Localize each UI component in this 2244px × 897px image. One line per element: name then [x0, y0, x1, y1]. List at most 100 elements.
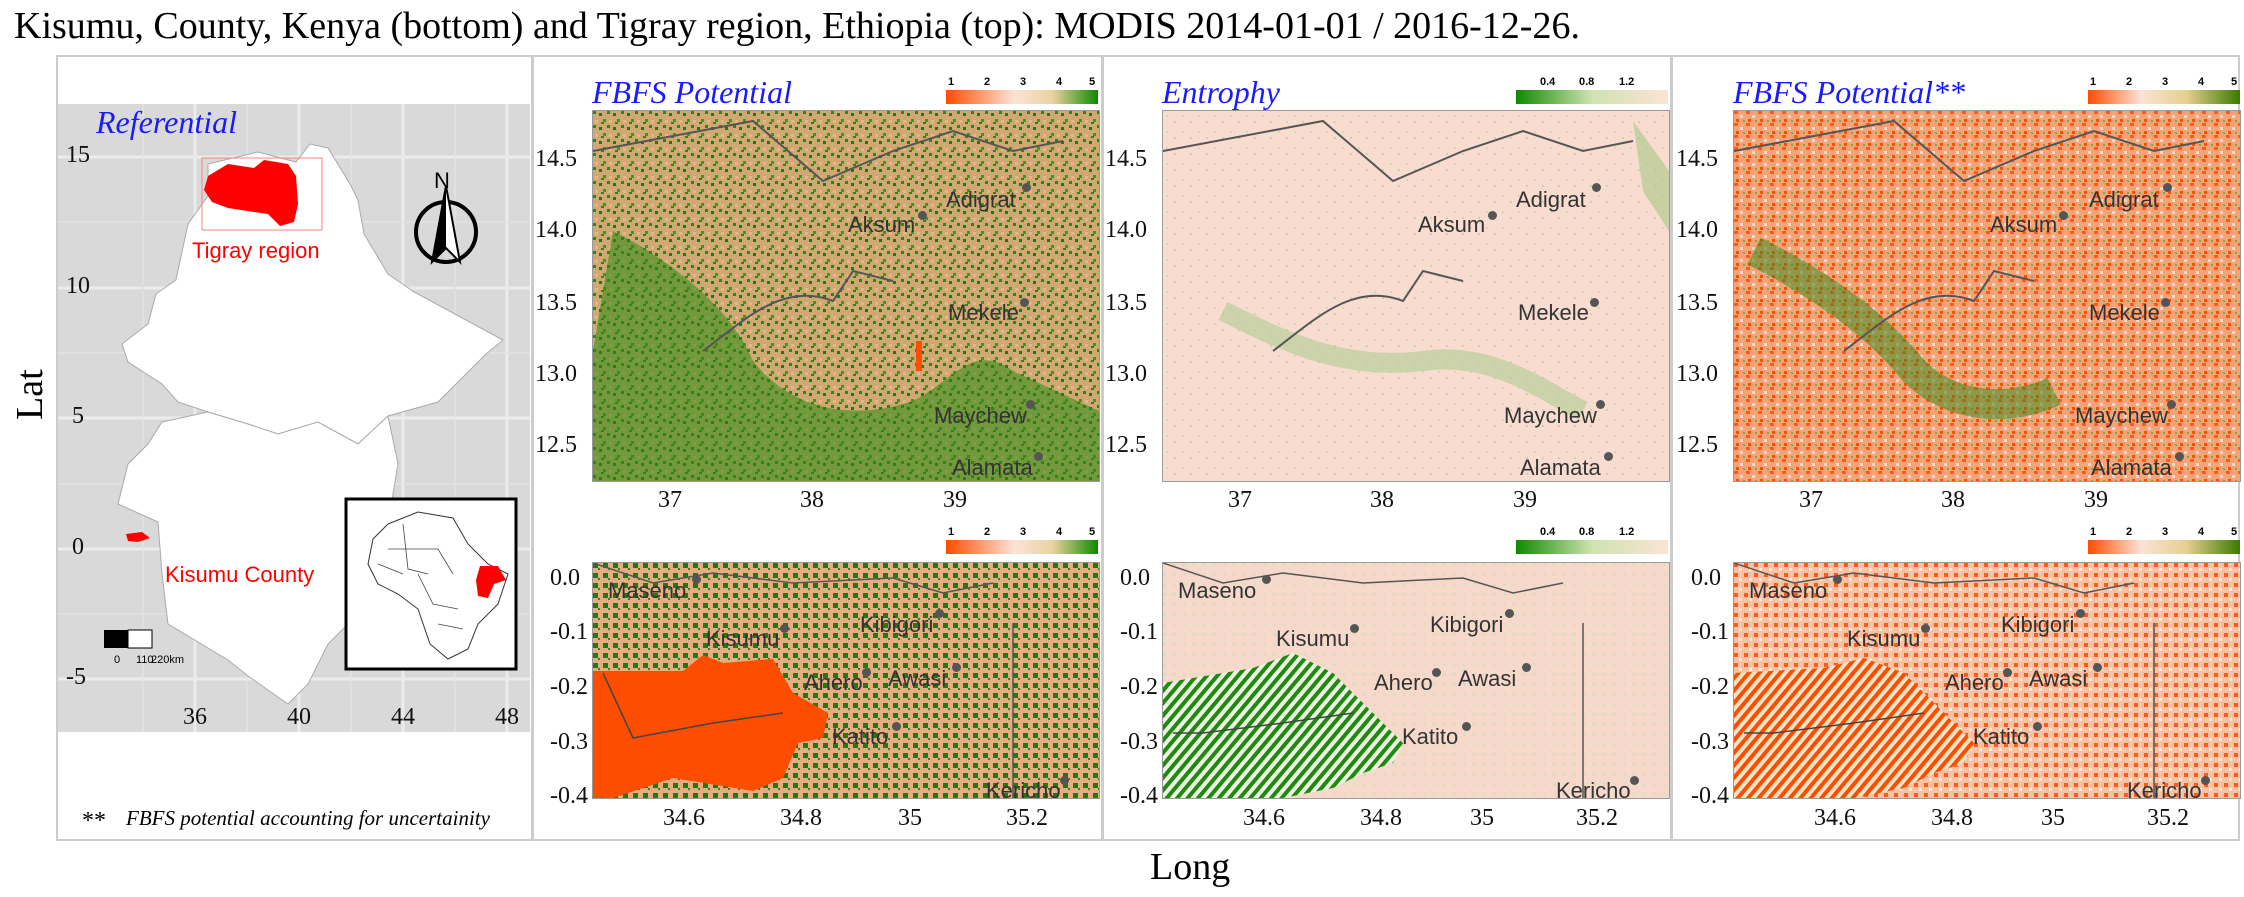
map-kisumu-fbfs2: [1733, 562, 2241, 799]
tigray-y-tick: 12.5: [1676, 432, 1718, 458]
legend-label: 3: [1020, 526, 1027, 538]
city-dot: [1592, 183, 1601, 192]
tigray-y-tick: 13.5: [1105, 290, 1147, 316]
page-title: Kisumu, County, Kenya (bottom) and Tigra…: [14, 5, 1580, 47]
legend-label: 5: [2231, 526, 2238, 538]
city-dot: [2033, 722, 2042, 731]
city-awasi: Awasi: [2029, 666, 2088, 691]
kisumu-x-tick: 35.2: [1576, 805, 1618, 831]
city-maseno: Maseno: [1178, 578, 1257, 603]
tigray-x-tick: 37: [1799, 487, 1823, 513]
city-kericho: Kericho: [1556, 778, 1631, 803]
map-tigray-fbfs: [592, 110, 1100, 482]
city-dot: [1630, 776, 1639, 785]
kisumu-y-tick: -0.2: [1691, 674, 1729, 700]
column-separator: [1101, 55, 1104, 841]
city-kisumu: Kisumu: [706, 626, 780, 651]
legend-label: 1: [2090, 76, 2097, 88]
city-ahero: Ahero: [804, 670, 863, 695]
city-awasi: Awasi: [888, 666, 947, 691]
city-aksum: Aksum: [1418, 212, 1486, 237]
legend-label: 2: [984, 526, 991, 538]
city-kibigori: Kibigori: [860, 612, 934, 637]
city-dot: [2093, 663, 2102, 672]
north-arrow-icon: [414, 185, 478, 265]
kisumu-y-tick: -0.1: [550, 619, 588, 645]
city-dot: [2059, 211, 2068, 220]
city-alamata: Alamata: [952, 455, 1033, 480]
tigray-y-tick: 12.5: [535, 432, 577, 458]
legend-label: 1: [2090, 526, 2097, 538]
tigray-y-tick: 14.0: [1676, 217, 1718, 243]
city-dot: [1020, 298, 1029, 307]
city-alamata: Alamata: [1520, 455, 1601, 480]
referential-map: Referential Tigray region Kisumu County …: [58, 104, 530, 732]
city-kericho: Kericho: [986, 778, 1061, 803]
kisumu-x-tick: 35: [2041, 805, 2065, 831]
legend-label: 2: [2126, 526, 2133, 538]
city-maychew: Maychew: [1504, 403, 1597, 428]
legend-label: 2: [2126, 76, 2133, 88]
tigray-x-tick: 37: [1228, 487, 1252, 513]
city-maseno: Maseno: [1749, 578, 1828, 603]
tigray-y-tick: 13.0: [535, 361, 577, 387]
legend-label: 4: [2198, 526, 2205, 538]
city-dot: [1604, 452, 1613, 461]
ref-x-tick: 40: [287, 704, 311, 730]
city-dot: [2175, 452, 2184, 461]
city-adigrat: Adigrat: [946, 187, 1016, 212]
city-dot: [780, 624, 789, 633]
legend-label: 3: [2162, 526, 2169, 538]
city-dot: [892, 722, 901, 731]
column-separator: [1670, 55, 1673, 841]
tigray-x-tick: 38: [1941, 487, 1965, 513]
legend-label: 5: [1089, 526, 1096, 538]
tigray-x-tick: 39: [2084, 487, 2108, 513]
y-axis-label: Lat: [9, 369, 51, 420]
city-maychew: Maychew: [2075, 403, 2168, 428]
scale-label-110: 110: [136, 654, 154, 666]
legend-label: 4: [1056, 526, 1063, 538]
city-dot: [692, 575, 701, 584]
city-katito: Katito: [832, 724, 889, 749]
legend-label: 4: [2198, 76, 2205, 88]
city-dot: [1505, 609, 1514, 618]
ref-x-tick: 36: [183, 704, 207, 730]
city-dot: [1921, 624, 1930, 633]
city-dot: [1488, 211, 1497, 220]
city-ahero: Ahero: [1945, 670, 2004, 695]
kisumu-y-tick: -0.4: [550, 783, 588, 809]
panel-title-fbfs2: FBFS Potential**: [1733, 74, 1965, 110]
kisumu-y-tick: -0.4: [1691, 783, 1729, 809]
city-dot: [1462, 722, 1471, 731]
tigray-y-tick: 13.5: [535, 290, 577, 316]
city-katito: Katito: [1973, 724, 2030, 749]
kisumu-label: Kisumu County: [165, 562, 315, 587]
legend-label: 0.4: [1540, 526, 1556, 538]
legend-label: 0.8: [1579, 76, 1595, 88]
city-dot: [952, 663, 961, 672]
city-maychew: Maychew: [934, 403, 1027, 428]
city-katito: Katito: [1402, 724, 1459, 749]
kisumu-y-tick: 0.0: [1691, 565, 1721, 591]
ref-y-tick: 0: [72, 534, 84, 560]
tigray-x-tick: 38: [1370, 487, 1394, 513]
city-alamata: Alamata: [2091, 455, 2172, 480]
kisumu-y-tick: -0.3: [550, 729, 588, 755]
legend-label: 1: [948, 526, 955, 538]
north-label: N: [434, 168, 450, 193]
kisumu-x-tick: 35.2: [1006, 805, 1048, 831]
kisumu-x-tick: 34.6: [1243, 805, 1285, 831]
footnote-marker: **: [82, 808, 106, 834]
tigray-y-tick: 13.0: [1105, 361, 1147, 387]
city-dot: [1432, 668, 1441, 677]
ref-y-tick: 5: [72, 403, 84, 429]
city-awasi: Awasi: [1458, 666, 1517, 691]
city-dot: [1833, 575, 1842, 584]
city-dot: [1590, 298, 1599, 307]
city-dot: [862, 668, 871, 677]
city-dot: [1596, 400, 1605, 409]
city-dot: [2076, 609, 2085, 618]
city-maseno: Maseno: [608, 578, 687, 603]
ref-x-tick: 48: [495, 704, 519, 730]
